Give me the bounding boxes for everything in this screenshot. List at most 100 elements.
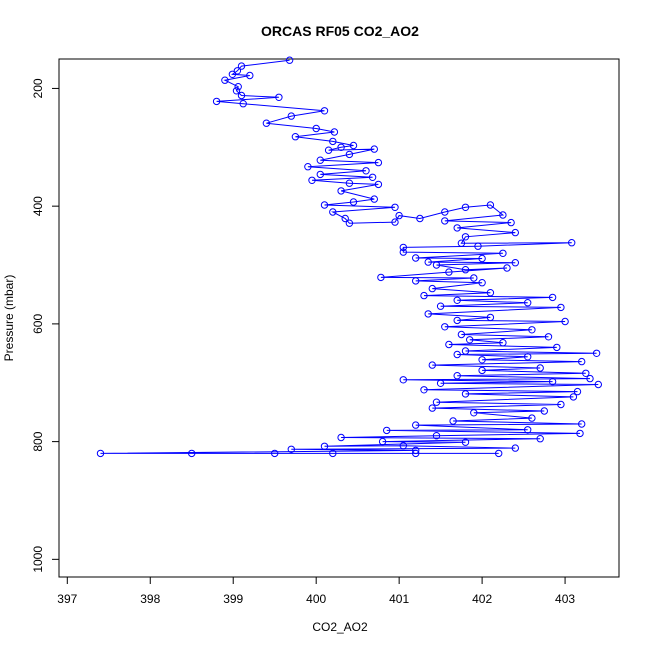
data-point (578, 357, 586, 366)
data-point (553, 343, 561, 352)
x-axis-label: CO2_AO2 (312, 620, 368, 634)
data-point (212, 97, 221, 106)
data-point (428, 404, 436, 412)
data-point (524, 426, 532, 434)
data-point (511, 444, 519, 452)
data-point (478, 366, 486, 375)
y-axis-label: Pressure (mbar) (2, 275, 16, 362)
data-point (461, 233, 470, 241)
data-point (548, 377, 557, 386)
data-point (345, 179, 354, 187)
y-tick-label: 800 (31, 431, 45, 451)
data-point (578, 420, 586, 428)
data-point (412, 446, 420, 455)
x-axis: 397 398 399 400 401 402 403 (57, 577, 575, 606)
series-group (96, 56, 602, 458)
data-point (432, 398, 441, 406)
data-point (528, 414, 536, 422)
data-point (320, 201, 329, 209)
data-point (582, 369, 590, 377)
data-point (453, 224, 461, 232)
data-point (291, 133, 300, 141)
data-point (329, 449, 337, 458)
data-point (445, 340, 453, 349)
data-point (341, 214, 349, 223)
data-point (499, 211, 507, 219)
data-point (536, 364, 544, 372)
data-point (416, 214, 424, 223)
plot-frame (58, 58, 620, 578)
data-point (271, 449, 279, 458)
data-point (395, 211, 403, 220)
data-point (412, 254, 420, 262)
y-tick-label: 1000 (31, 546, 45, 573)
data-point (391, 218, 399, 226)
data-point (330, 128, 339, 136)
data-point (478, 279, 486, 287)
data-point (285, 56, 294, 64)
x-tick-label: 398 (140, 592, 160, 606)
data-point (374, 158, 383, 167)
data-point (453, 372, 461, 380)
data-point (412, 449, 420, 458)
data-point (246, 71, 254, 80)
data-point (495, 449, 503, 458)
data-point (304, 163, 312, 171)
data-point (557, 303, 565, 312)
data-point (436, 379, 445, 387)
data-point (507, 218, 515, 227)
data-point (349, 141, 358, 150)
data-point (428, 361, 436, 369)
data-point (478, 356, 486, 364)
data-point (536, 435, 544, 443)
data-point (312, 124, 320, 133)
data-point (470, 274, 478, 282)
data-point (573, 387, 582, 396)
data-point (320, 107, 329, 115)
data-point (349, 198, 358, 206)
chart-title: ORCAS RF05 CO2_AO2 (261, 23, 419, 39)
data-point (461, 390, 470, 398)
data-point (316, 156, 324, 164)
data-point (188, 449, 196, 458)
data-point (424, 310, 432, 318)
data-point (329, 208, 337, 216)
data-point (548, 293, 557, 302)
data-point (461, 203, 470, 212)
data-point (576, 429, 584, 438)
data-point (362, 167, 370, 175)
data-point (441, 208, 449, 216)
data-point (594, 380, 602, 389)
data-point (237, 62, 246, 70)
data-point (329, 137, 337, 146)
data-point (544, 333, 553, 341)
data-point (320, 442, 329, 450)
data-point (374, 180, 383, 189)
data-point (337, 433, 345, 442)
data-point (428, 284, 436, 293)
y-tick-label: 200 (31, 78, 45, 98)
data-point (233, 67, 242, 75)
x-tick-label: 402 (472, 592, 492, 606)
data-point (316, 170, 324, 179)
data-point (457, 239, 466, 247)
data-point (540, 407, 548, 415)
data-point (420, 386, 428, 394)
data-point (470, 409, 478, 417)
data-point (432, 432, 441, 440)
data-point (391, 203, 399, 212)
data-point (368, 173, 377, 182)
data-point (561, 317, 569, 326)
data-point (478, 254, 486, 263)
data-point (499, 339, 507, 347)
data-point (345, 219, 354, 227)
y-tick-label: 600 (31, 314, 45, 334)
data-point (345, 150, 354, 159)
data-point (511, 228, 519, 237)
data-point (239, 100, 247, 108)
data-point (96, 449, 105, 458)
data-point (511, 259, 519, 267)
data-point (592, 349, 601, 357)
data-point (378, 437, 387, 446)
data-point (486, 289, 495, 297)
